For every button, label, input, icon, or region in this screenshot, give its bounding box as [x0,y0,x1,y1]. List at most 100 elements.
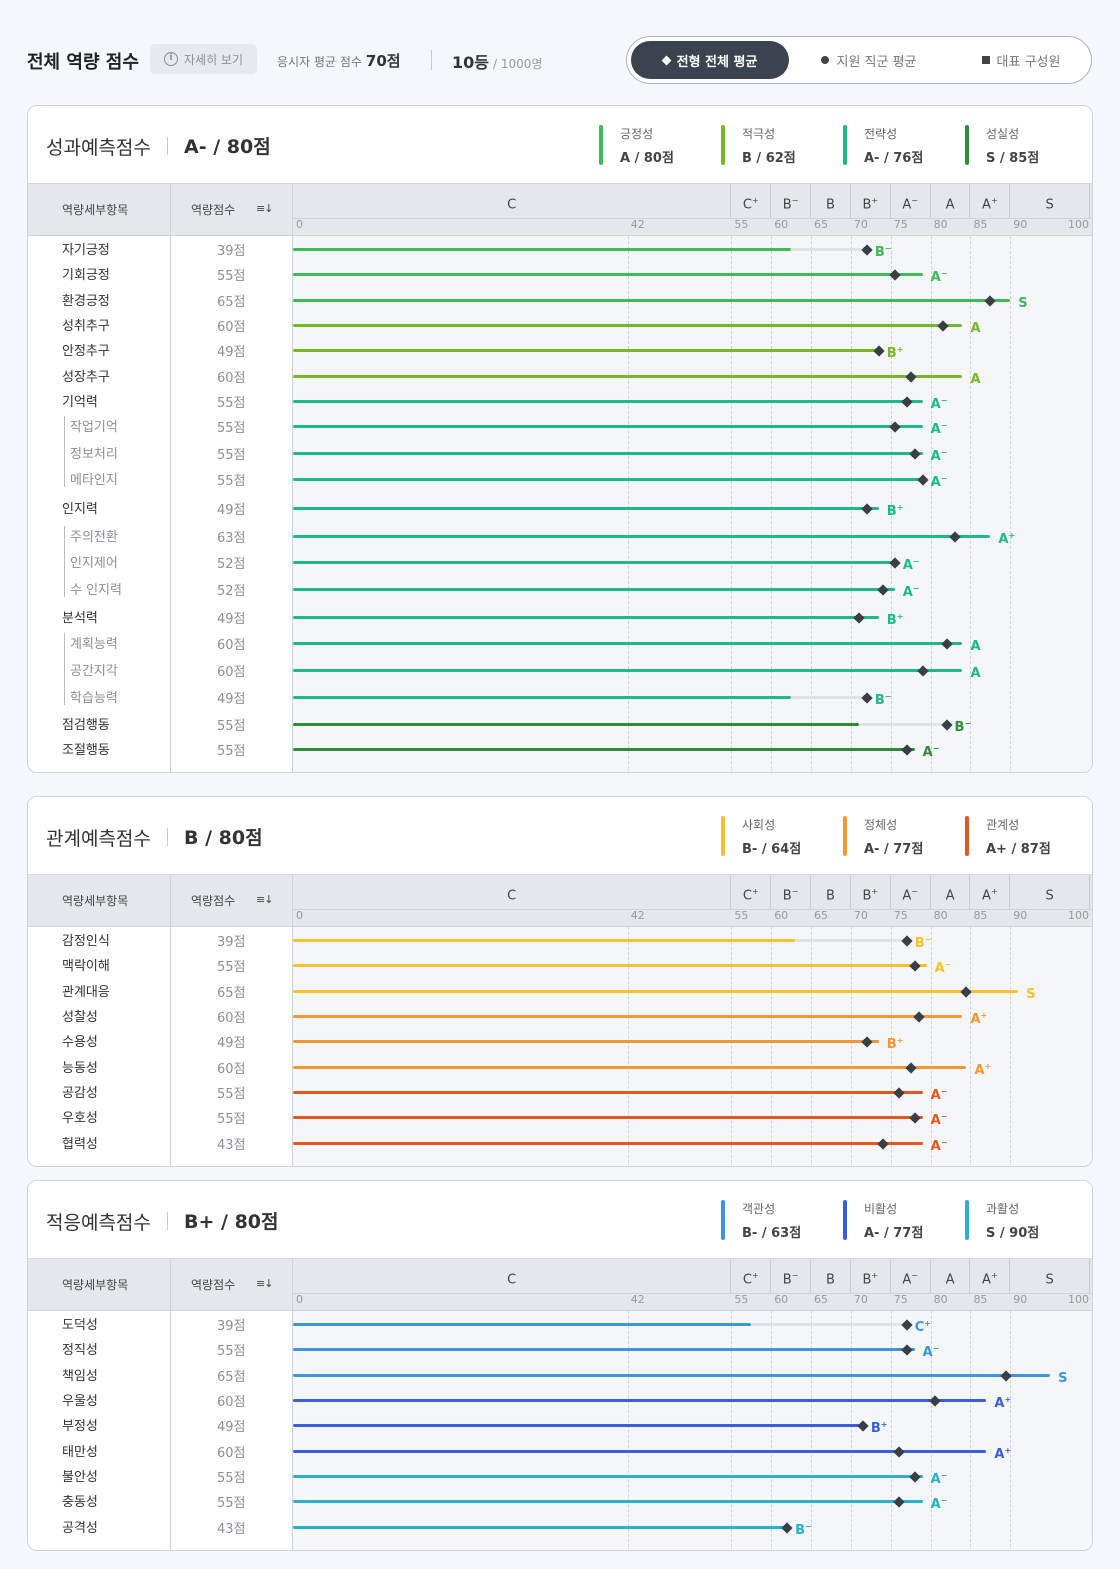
row-item-name: 수 인지력 [70,583,122,598]
grade-label: A− [935,958,952,976]
score-bar [293,723,859,726]
grade-letter: A [902,558,913,573]
grade-sup: + [984,1062,992,1071]
grade-label: B− [875,690,892,708]
row-score: 55점 [217,448,246,463]
row-score: 49점 [217,1036,246,1051]
grade-letter: B [795,1523,806,1538]
column-divider [170,1259,171,1550]
grade-band-header: B+ [851,1259,891,1293]
average-gap-bar [751,1323,907,1326]
toggle-overall-average[interactable]: 전형 전체 평균 [631,41,789,79]
score-bar [293,425,923,428]
gridline [771,927,773,1166]
grade-sup: − [940,1087,948,1096]
legend-name: 비활성 [864,1202,898,1216]
grade-sup: + [1008,531,1016,540]
average-gap-bar [791,696,867,699]
row-score: 39점 [217,244,246,259]
grade-band-sup: − [911,196,918,205]
grade-letter: A [970,372,981,387]
axis-tick-label: 55 [734,909,749,922]
grade-letter: A [930,1113,941,1128]
grade-letter: A [970,1012,981,1027]
grade-letter: A [970,321,981,336]
grade-band-header: A [931,875,971,909]
axis-tick-label: 42 [630,909,645,922]
grade-label: B+ [887,610,904,628]
square-icon [981,56,990,64]
grade-band-header: C+ [731,1259,772,1293]
gridline [970,236,972,772]
toggle-representative[interactable]: 대표 구성원 [957,41,1085,79]
axis-tick-label: 42 [630,218,645,231]
score-bar [293,507,879,510]
legend-color-bar [721,1200,725,1240]
grade-band-label: C [742,197,752,213]
gridline [850,927,852,1166]
toggle-job-average[interactable]: 지원 직군 평균 [799,41,939,79]
grade-label: A− [931,1494,948,1512]
grade-band-label: B [782,888,792,904]
row-score: 55점 [217,396,246,411]
legend-value: A- / 77점 [864,1226,924,1241]
row-item-name: 공격성 [62,1521,98,1536]
legend-color-bar [721,816,725,856]
grade-band-label: C [742,1272,752,1288]
row-item-name: 성장추구 [62,370,110,385]
score-bar [293,1116,923,1119]
axis-tick-label: 100 [1068,1293,1089,1306]
grade-label: B− [915,933,932,951]
grade-label: A− [931,267,948,285]
grade-letter: A [930,270,941,285]
row-score: 55점 [217,1344,246,1359]
axis-tick-label: 70 [853,1293,868,1306]
row-item-name: 부정성 [62,1419,98,1434]
row-item-name: 도덕성 [62,1318,98,1333]
grade-band-header: S [1010,1259,1090,1293]
grade-band-header: B− [771,1259,812,1293]
score-bar [293,588,895,591]
sort-desc-icon[interactable]: ≡↓ [256,893,273,906]
grade-band-sup: − [791,1271,799,1280]
score-bar [293,1015,963,1018]
legend-name: 성실성 [986,127,1020,141]
row-item-name: 계획능력 [70,637,118,652]
divider [167,137,168,155]
grade-label: A− [903,555,920,573]
row-item-name: 공감성 [62,1086,98,1101]
card-title: 성과예측점수 [46,137,151,159]
score-bar [293,349,879,352]
grade-band-sup: − [791,196,799,205]
column-header-score: 역량점수 [191,894,236,908]
score-bar [293,1348,915,1351]
grade-sup: − [884,244,892,253]
row-score: 60점 [217,320,246,335]
axis-tick-label: 75 [893,1293,908,1306]
score-bar [293,535,991,538]
grade-letter: A [930,1472,941,1487]
grade-band-header: A [931,184,971,218]
sort-desc-icon[interactable]: ≡↓ [256,1277,273,1290]
score-bar [293,642,963,645]
grade-label: A− [931,1110,948,1128]
grade-band-sup: + [751,196,759,205]
row-score: 49점 [217,692,246,707]
grade-sup: − [884,692,892,701]
grade-label: A− [903,582,920,600]
row-score: 43점 [217,1138,246,1153]
gridline [930,927,932,1166]
gridline [890,236,892,772]
detail-button[interactable]: i 자세히 보기 [150,44,257,74]
row-item-name: 주의전환 [70,530,118,545]
tick-axis-line [293,1293,1092,1294]
row-item-name: 분석력 [62,611,98,626]
grade-label: B+ [871,1418,888,1436]
sort-desc-icon[interactable]: ≡↓ [256,202,273,215]
grade-band-sup: + [990,196,998,205]
grade-label: B+ [887,501,904,519]
grade-band-header: C [293,875,732,909]
tick-axis-line [293,909,1092,910]
score-bar [293,696,792,699]
plot-area [293,236,1092,772]
